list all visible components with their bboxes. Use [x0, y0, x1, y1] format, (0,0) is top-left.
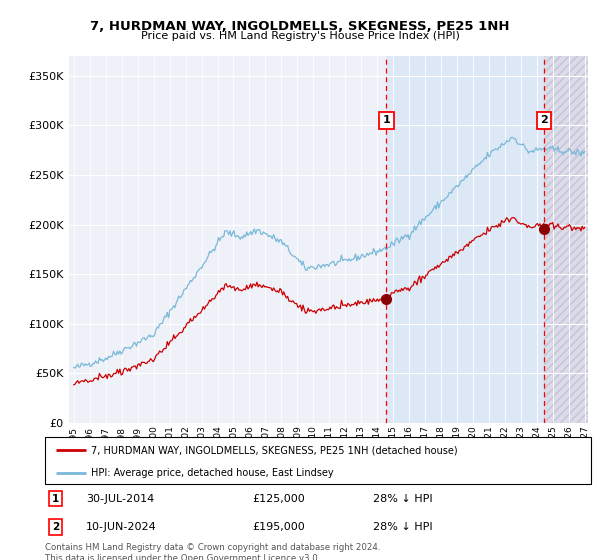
Bar [544, 56, 588, 423]
Text: £195,000: £195,000 [253, 522, 305, 533]
Text: 7, HURDMAN WAY, INGOLDMELLS, SKEGNESS, PE25 1NH (detached house): 7, HURDMAN WAY, INGOLDMELLS, SKEGNESS, P… [91, 445, 458, 455]
Bar [386, 56, 544, 423]
Text: 1: 1 [383, 115, 391, 125]
FancyBboxPatch shape [45, 437, 591, 484]
Text: 10-JUN-2024: 10-JUN-2024 [86, 522, 157, 533]
Text: Contains HM Land Registry data © Crown copyright and database right 2024.
This d: Contains HM Land Registry data © Crown c… [45, 543, 380, 560]
Text: Price paid vs. HM Land Registry's House Price Index (HPI): Price paid vs. HM Land Registry's House … [140, 31, 460, 41]
Text: 7, HURDMAN WAY, INGOLDMELLS, SKEGNESS, PE25 1NH: 7, HURDMAN WAY, INGOLDMELLS, SKEGNESS, P… [90, 20, 510, 32]
Text: 30-JUL-2014: 30-JUL-2014 [86, 493, 154, 503]
Bar [544, 56, 588, 423]
Text: 2: 2 [52, 522, 59, 533]
Text: 28% ↓ HPI: 28% ↓ HPI [373, 493, 432, 503]
Text: £125,000: £125,000 [253, 493, 305, 503]
Text: HPI: Average price, detached house, East Lindsey: HPI: Average price, detached house, East… [91, 468, 334, 478]
Text: 2: 2 [540, 115, 548, 125]
Text: 1: 1 [52, 493, 59, 503]
Text: 28% ↓ HPI: 28% ↓ HPI [373, 522, 432, 533]
